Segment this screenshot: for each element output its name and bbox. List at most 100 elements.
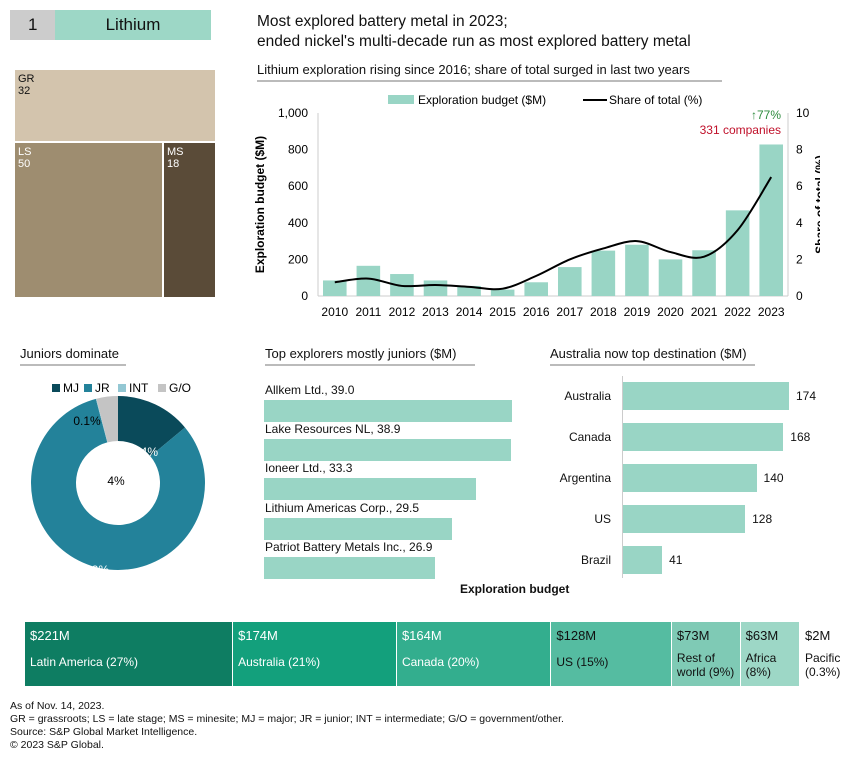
y-tick: 1,000	[278, 106, 308, 120]
y-tick: 200	[288, 252, 308, 266]
growth-annotation: ↑77%	[751, 108, 781, 122]
explorer-label: Lake Resources NL, 38.9	[265, 422, 401, 437]
region-value: $73M	[676, 628, 710, 643]
destination-bar	[623, 505, 746, 533]
y-axis-label: Exploration budget ($M)	[253, 136, 267, 273]
legend-swatch-budget	[388, 95, 414, 104]
x-tick: 2022	[724, 305, 751, 319]
budget-bar	[457, 285, 481, 296]
label-go: 4%	[107, 474, 125, 488]
donut-slice-int	[95, 398, 108, 443]
budget-bar	[323, 280, 347, 296]
explorer-label: Ioneer Ltd., 33.3	[265, 461, 353, 476]
region-label: Rest of world (9%)	[676, 651, 735, 679]
legend-budget: Exploration budget ($M)	[418, 93, 546, 107]
donut-slice-go	[96, 396, 118, 443]
budget-bar	[490, 289, 515, 296]
donut-title: Juniors dominate	[20, 346, 126, 366]
title-line1: Most explored battery metal in 2023;	[257, 13, 508, 30]
region-value: $221M	[30, 628, 70, 643]
region-label: US (15%)	[556, 655, 609, 669]
destination-value: 168	[790, 430, 811, 444]
destination-bar	[623, 464, 757, 492]
region-value: $2M	[805, 628, 831, 643]
region-label: Africa (8%)	[745, 651, 777, 679]
x-tick: 2012	[389, 305, 416, 319]
explorer-bar	[264, 478, 476, 501]
companies-annotation: 331 companies	[700, 123, 781, 137]
region-segment: $63M Africa (8%)	[740, 622, 800, 686]
page-title: Most explored battery metal in 2023; end…	[257, 12, 691, 52]
legend-swatch	[118, 384, 126, 392]
x-tick: 2017	[556, 305, 583, 319]
label-int: 0.1%	[73, 414, 101, 428]
budget-bar	[692, 250, 716, 296]
explorer-bar	[264, 556, 436, 579]
y2-tick: 8	[796, 143, 803, 157]
donut-slice-mj	[118, 396, 185, 457]
x-tick: 2016	[523, 305, 550, 319]
chart-title: Lithium exploration rising since 2016; s…	[257, 62, 722, 82]
explorer-bar	[264, 517, 452, 540]
legend-swatch	[84, 384, 92, 392]
footer-notes: As of Nov. 14, 2023. GR = grassroots; LS …	[10, 700, 564, 751]
region-label: Latin America (27%)	[30, 655, 139, 669]
y-tick: 800	[288, 143, 308, 157]
legend-swatch	[52, 384, 60, 392]
region-segment: $221M Latin America (27%)	[25, 622, 234, 686]
region-label: Pacific (0.3%)	[805, 651, 841, 679]
destination-value: 128	[752, 512, 773, 526]
y2-tick: 6	[796, 179, 803, 193]
y2-axis-label: Share of total (%)	[813, 155, 820, 254]
destination-bar	[623, 546, 663, 574]
destinations-title: Australia now top destination ($M)	[550, 346, 755, 366]
legend-label: G/O	[169, 381, 191, 395]
treemap-gr: GR 32	[15, 70, 215, 141]
x-tick: 2019	[624, 305, 651, 319]
destination-value: 140	[763, 471, 784, 485]
destinations-axis	[622, 376, 623, 578]
region-value: $63M	[745, 628, 779, 643]
y-tick: 400	[288, 216, 308, 230]
legend-label: JR	[95, 381, 110, 395]
x-tick: 2021	[691, 305, 718, 319]
legend-label: INT	[129, 381, 149, 395]
destination-bar	[623, 423, 784, 451]
x-tick: 2011	[355, 305, 381, 319]
legend-share: Share of total (%)	[609, 93, 702, 107]
x-tick: 2015	[489, 305, 516, 319]
label-mj: 14%	[134, 445, 158, 459]
x-tick: 2018	[590, 305, 617, 319]
destination-value: 41	[669, 553, 683, 567]
explorer-bar	[264, 400, 513, 422]
destination-label: Argentina	[559, 471, 611, 485]
budget-bar	[625, 244, 649, 296]
region-segment: $73M Rest of world (9%)	[671, 622, 741, 686]
donut-chart: MJ JR INT G/O 14% 82% 0.1% 4%	[31, 381, 205, 577]
region-value: $174M	[238, 628, 278, 643]
destination-label: Brazil	[580, 553, 611, 567]
x-tick: 2023	[758, 305, 785, 319]
y2-tick: 0	[796, 289, 803, 303]
x-tick: 2010	[321, 305, 348, 319]
section-number: 1	[10, 10, 55, 40]
region-value: $164M	[401, 628, 442, 643]
region-segment: $128M US (15%)	[551, 622, 672, 686]
budget-bar	[658, 259, 683, 296]
explorer-bar	[264, 439, 512, 462]
explorers-xlabel: Exploration budget	[460, 582, 570, 596]
label-jr: 82%	[85, 563, 109, 577]
y2-tick: 2	[796, 252, 803, 266]
destination-bar	[623, 382, 789, 410]
region-segment: $2M Pacific (0.3%)	[800, 622, 845, 686]
treemap-ms: MS 18	[164, 143, 215, 297]
budget-bar	[524, 282, 548, 296]
region-segment: $174M Australia (21%)	[233, 622, 397, 686]
x-tick: 2013	[422, 305, 449, 319]
region-label: Australia (21%)	[238, 655, 321, 669]
region-value: $128M	[556, 628, 597, 643]
legend-swatch	[158, 384, 166, 392]
destination-label: Canada	[568, 430, 611, 444]
region-segment: $164M Canada (20%)	[396, 622, 552, 686]
y2-tick: 4	[796, 216, 803, 230]
